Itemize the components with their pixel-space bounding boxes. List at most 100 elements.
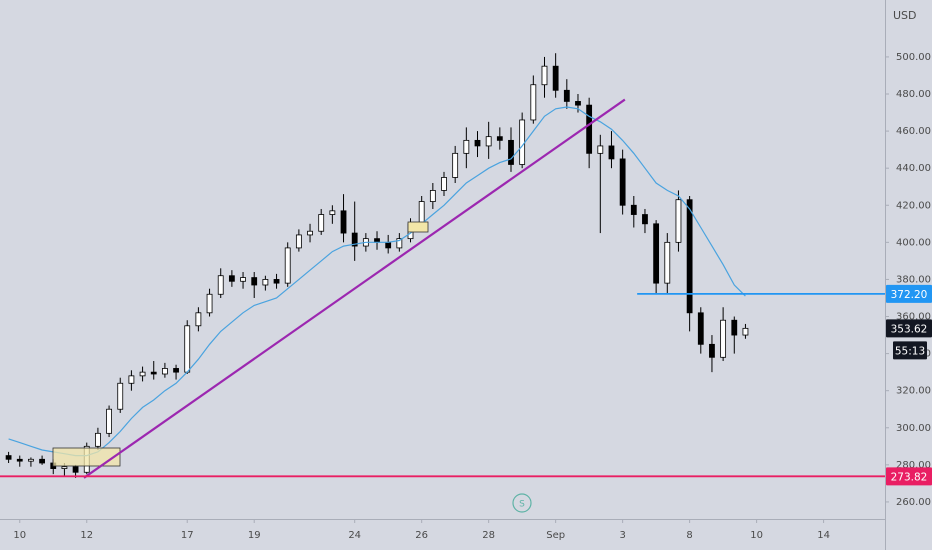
candle-body	[541, 65, 548, 86]
y-tick-label: 400.00	[896, 237, 931, 248]
candle-body	[619, 158, 626, 206]
plot-area	[5, 53, 749, 478]
y-tick-label: 280.00	[896, 460, 931, 471]
candle-body	[463, 139, 470, 154]
candle-body	[329, 210, 336, 215]
candle-body	[184, 325, 191, 373]
candle-body	[262, 279, 269, 286]
candle-body	[697, 312, 704, 345]
candle-body	[508, 139, 514, 165]
candle-body	[441, 177, 447, 191]
candle-body	[5, 455, 12, 460]
candle-body	[161, 368, 168, 375]
candle-body	[418, 201, 425, 225]
candle-body	[496, 136, 503, 141]
price-box	[886, 284, 932, 303]
x-tick-label: 17	[181, 530, 194, 541]
price-boxes: 372.20 273.82 353.62 55:13	[886, 284, 932, 486]
candle-body	[295, 234, 302, 249]
candle-body	[251, 277, 258, 286]
session-icon[interactable]	[512, 493, 532, 513]
candle-body	[552, 65, 559, 91]
candle-body	[597, 145, 604, 154]
candle-body	[474, 139, 481, 147]
candle-body	[106, 408, 112, 434]
candle-body	[642, 214, 648, 225]
x-tick-label: 26	[415, 530, 428, 541]
last-price-box	[886, 319, 932, 338]
candle-body	[16, 458, 23, 462]
candle-body	[240, 277, 246, 282]
candle-body	[173, 368, 179, 373]
candle-body	[139, 371, 146, 377]
y-tick-label: 300.00	[896, 423, 931, 434]
y-tick-label: 460.00	[896, 126, 931, 137]
candle-body	[664, 241, 671, 284]
countdown-box	[893, 341, 927, 360]
candle-body	[675, 199, 682, 243]
x-tick-label: 8	[686, 530, 692, 541]
candle-body	[709, 343, 715, 358]
x-tick-label: 10	[13, 530, 26, 541]
x-tick-label: 10	[750, 530, 763, 541]
candle-body	[195, 312, 202, 327]
trend-line	[83, 98, 626, 479]
candle-body	[340, 210, 347, 234]
candle-body	[396, 238, 403, 249]
candle-body	[273, 279, 280, 284]
candle-body	[519, 119, 526, 165]
y-tick-label: 360.00	[896, 312, 931, 323]
x-tick-label: Sep	[546, 530, 565, 541]
candle-body	[563, 89, 570, 102]
price-box-label: 273.82	[891, 471, 928, 483]
highlight-box	[407, 221, 429, 233]
candle-body	[720, 319, 727, 358]
candle-body	[586, 104, 593, 154]
y-tick-label: 260.00	[896, 497, 931, 508]
session-icon-glyph: S	[519, 500, 525, 510]
candle-body	[452, 152, 459, 178]
candle-body	[608, 145, 615, 160]
x-tick-label: 28	[482, 530, 495, 541]
candle-body	[385, 241, 392, 249]
candle-body	[95, 432, 101, 447]
candle-body	[39, 458, 45, 464]
candle-body	[742, 327, 749, 336]
candle-body	[307, 230, 313, 236]
candle-body	[686, 199, 693, 314]
y-tick-label: 480.00	[896, 89, 931, 100]
overlay	[0, 98, 885, 479]
x-tick-label: 24	[348, 530, 361, 541]
highlight-box	[52, 447, 121, 467]
candle-body	[630, 204, 637, 215]
last-price-label: 353.62	[891, 323, 928, 335]
x-tick-label: 12	[80, 530, 93, 541]
candle-body	[653, 223, 660, 284]
candle-body	[575, 101, 581, 106]
candle-body	[228, 275, 235, 282]
candle-body	[318, 214, 325, 232]
y-tick-label: 500.00	[896, 52, 931, 63]
candle-body	[150, 371, 157, 375]
x-tick-label: 3	[619, 530, 625, 541]
candle-body	[117, 382, 124, 410]
x-tick-label: 14	[817, 530, 830, 541]
candle-body	[28, 458, 34, 462]
candle-body	[217, 275, 224, 295]
candle-body	[351, 232, 358, 247]
y-tick-label: 320.00	[896, 386, 931, 397]
currency-label: USD	[893, 9, 917, 22]
countdown-label: 55:13	[895, 345, 925, 357]
y-tick-label: 380.00	[896, 274, 931, 285]
candle-body	[485, 136, 492, 147]
candle-body	[284, 247, 291, 284]
candle-body	[206, 293, 213, 314]
candle-body	[429, 190, 436, 202]
candle-body	[530, 84, 537, 121]
candle-body	[72, 466, 79, 473]
x-tick-label: 19	[248, 530, 261, 541]
candle-body	[731, 319, 738, 336]
